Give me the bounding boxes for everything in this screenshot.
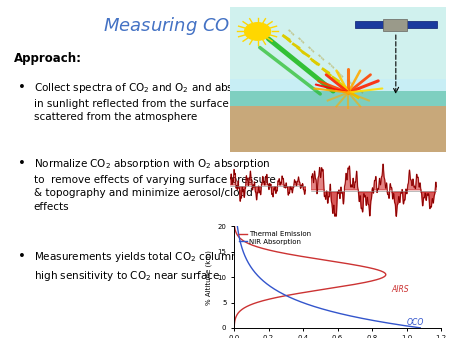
Text: wwww: wwww [296,36,305,46]
FancyBboxPatch shape [383,19,407,31]
Thermal Emission [357,264,362,268]
Text: wwww: wwww [336,70,345,79]
Text: OCO: OCO [406,318,424,327]
FancyBboxPatch shape [230,7,446,101]
NIR Absorption [248,265,254,269]
FancyBboxPatch shape [230,91,446,105]
FancyBboxPatch shape [355,21,437,28]
NIR Absorption [238,240,243,244]
Text: wwww: wwww [306,45,315,54]
NIR Absorption [236,234,242,238]
Y-axis label: % Altitude (km): % Altitude (km) [205,250,212,305]
NIR Absorption [415,325,420,330]
Text: wwww: wwww [356,86,364,95]
NIR Absorption [249,266,254,270]
Text: wwww: wwww [286,28,295,37]
Thermal Emission [243,240,249,244]
NIR Absorption [235,224,240,228]
Text: •: • [18,157,26,170]
Text: Normalize CO$_2$ absorption with O$_2$ absorption
to  remove effects of varying : Normalize CO$_2$ absorption with O$_2$ a… [34,157,275,212]
Thermal Emission [231,325,237,330]
Thermal Emission [235,234,241,238]
Text: •: • [18,81,26,94]
FancyBboxPatch shape [230,103,446,152]
Text: Measuring CO$_2$ from Space: Measuring CO$_2$ from Space [103,15,347,37]
Text: wwww: wwww [326,61,335,70]
NIR Absorption [248,264,253,268]
Text: AIRS: AIRS [391,285,409,294]
Text: Collect spectra of CO$_2$ and O$_2$ and absorption
in sunlight reflected from th: Collect spectra of CO$_2$ and O$_2$ and … [34,81,270,122]
Legend: Thermal Emission, NIR Absorption: Thermal Emission, NIR Absorption [238,230,313,246]
Text: Measurements yields total CO$_2$ column with
high sensitivity to CO$_2$ near sur: Measurements yields total CO$_2$ column … [34,250,263,283]
Thermal Emission [232,224,237,228]
Thermal Emission [365,265,371,269]
Text: •: • [18,250,26,263]
Circle shape [245,23,270,40]
NIR Absorption [418,326,423,330]
Thermal Emission [367,266,373,270]
Text: wwww: wwww [316,53,325,62]
Text: Approach:: Approach: [14,52,81,65]
Text: wwww: wwww [346,78,355,87]
Line: NIR Absorption: NIR Absorption [238,226,420,328]
FancyBboxPatch shape [230,7,446,79]
Line: Thermal Emission: Thermal Emission [234,226,386,328]
Thermal Emission [231,326,237,330]
